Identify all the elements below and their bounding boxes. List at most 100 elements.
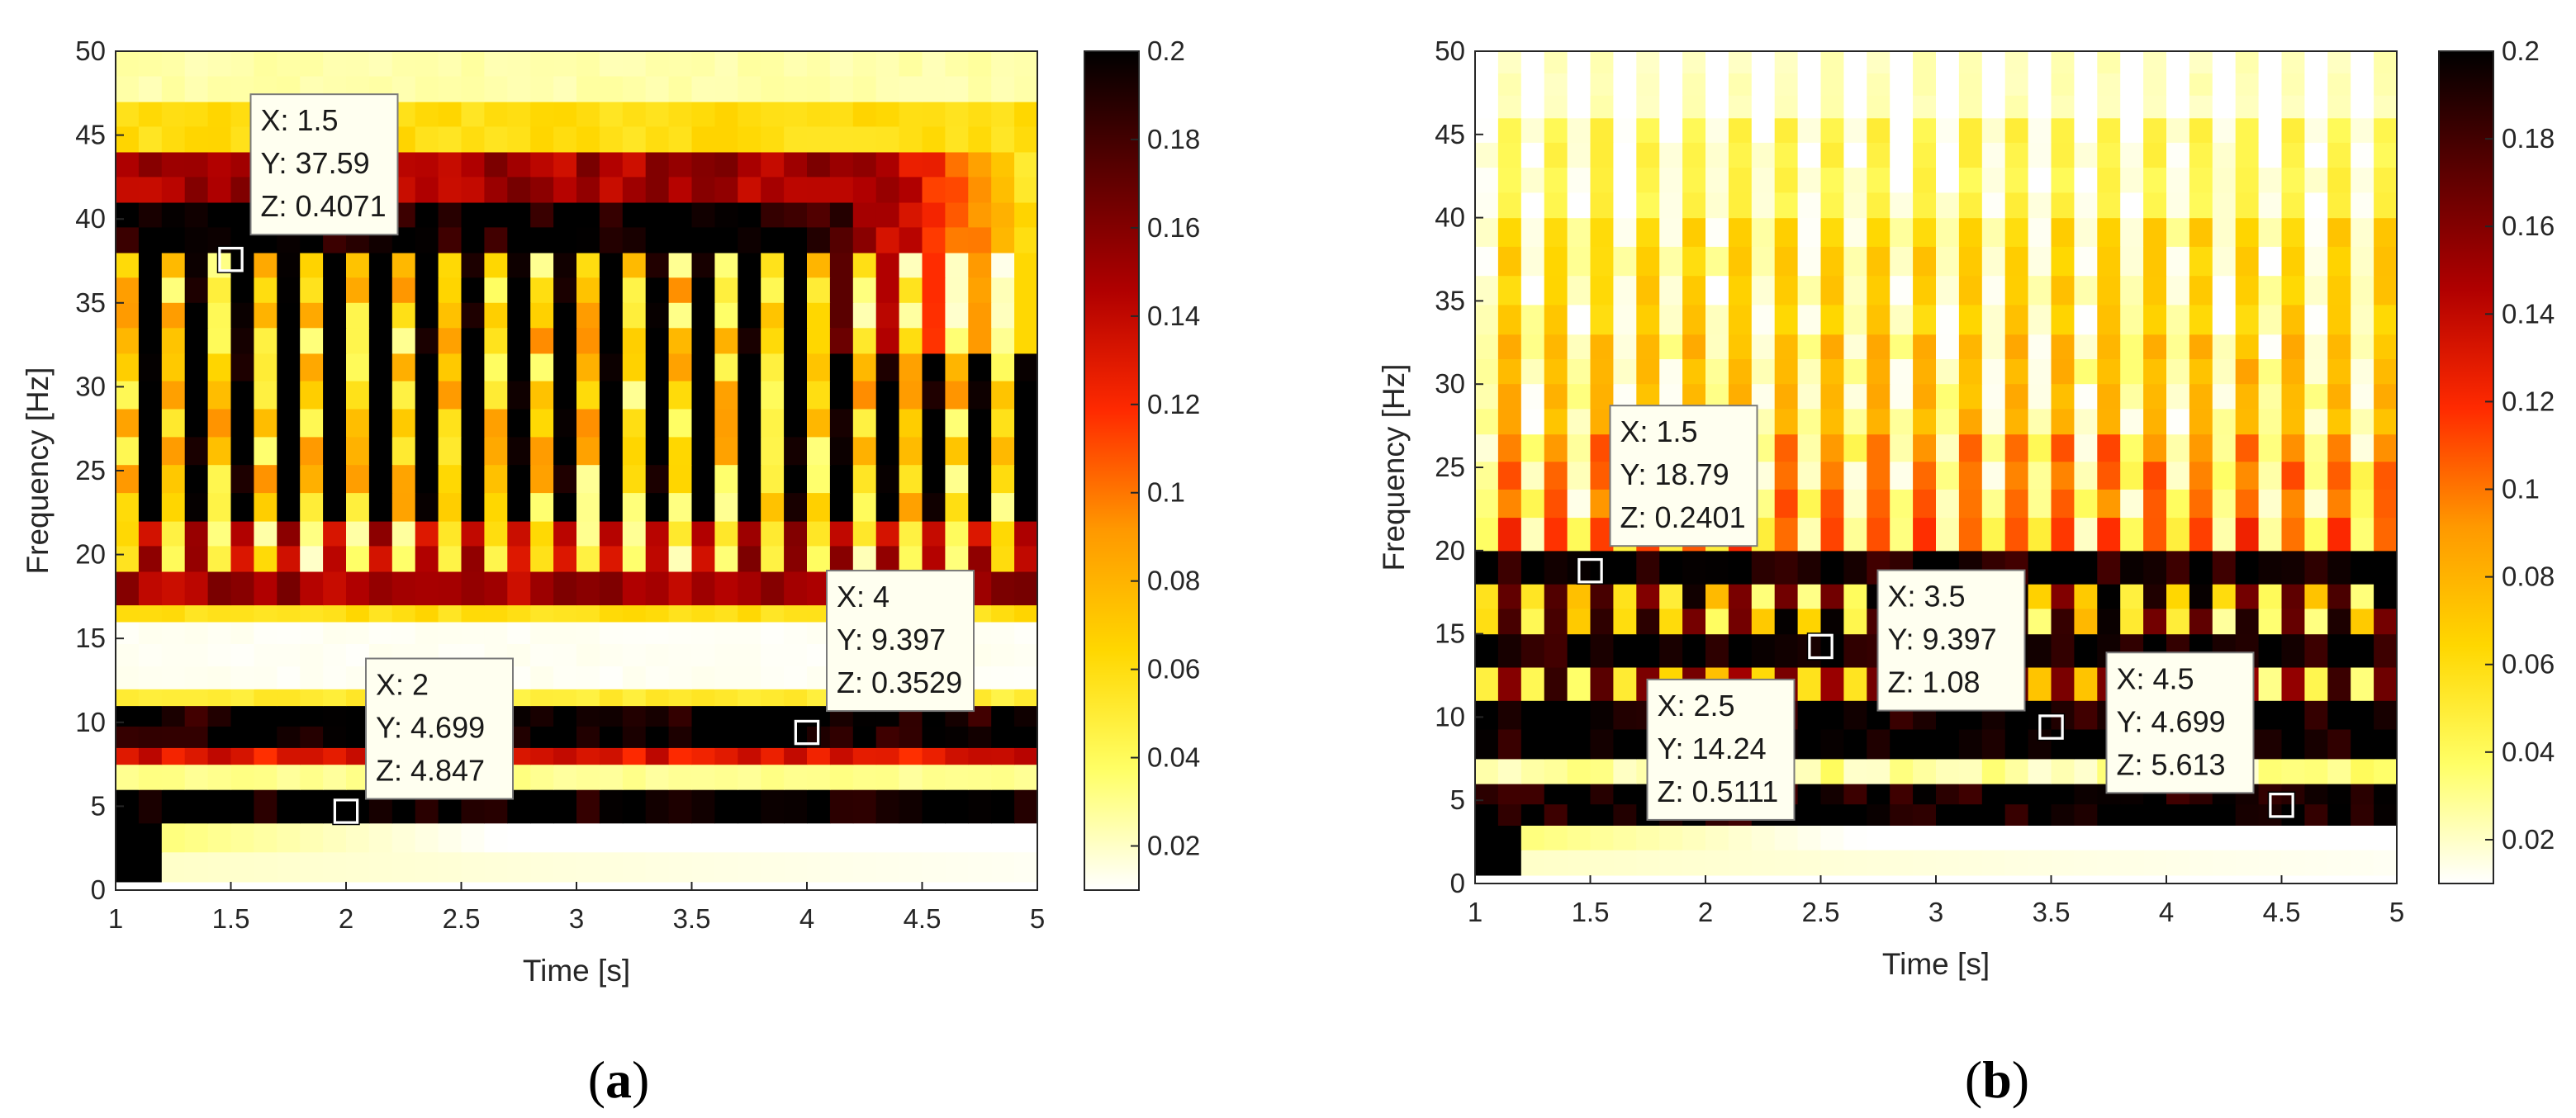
x-tick-label: 3 <box>569 903 584 934</box>
datatip-marker[interactable] <box>2268 792 2295 819</box>
heatmap-cell <box>1636 633 1660 668</box>
heatmap-cell <box>277 726 301 748</box>
heatmap-cell <box>576 852 600 883</box>
heatmap-cell <box>254 604 278 623</box>
heatmap-cell <box>368 604 393 623</box>
heatmap-cell <box>1890 246 1914 277</box>
heatmap-cell <box>300 604 324 623</box>
heatmap-cell <box>2074 305 2098 335</box>
heatmap-cell <box>2258 609 2283 635</box>
datatip-marker[interactable] <box>1807 632 1834 660</box>
heatmap-cell <box>1890 462 1914 490</box>
datatip-marker[interactable] <box>2038 713 2065 741</box>
heatmap-cell <box>668 227 693 253</box>
heatmap-cell <box>968 201 992 228</box>
heatmap-cell <box>1659 246 1683 277</box>
heatmap-cell <box>1843 700 1867 731</box>
datatip[interactable]: X: 2.5Y: 14.24Z: 0.5111 <box>1646 632 1835 821</box>
heatmap-cell <box>852 409 877 438</box>
heatmap-cell <box>138 822 163 853</box>
heatmap-cell <box>346 437 370 466</box>
heatmap-cell <box>784 252 808 278</box>
heatmap-cell <box>461 381 485 410</box>
heatmap-cell <box>138 747 163 765</box>
heatmap-cell <box>945 437 969 466</box>
heatmap-cell <box>2097 217 2121 248</box>
datatip-marker[interactable] <box>333 798 359 825</box>
heatmap-cell <box>2351 550 2374 585</box>
heatmap-cell <box>2120 489 2144 519</box>
heatmap-cell <box>2028 305 2052 335</box>
datatip-marker[interactable] <box>1577 557 1604 585</box>
heatmap-cell <box>714 493 738 522</box>
heatmap-cell <box>1590 584 1614 609</box>
heatmap-cell <box>277 277 301 304</box>
heatmap-cell <box>184 201 209 228</box>
heatmap-cell <box>761 789 785 824</box>
heatmap-cell <box>461 177 485 203</box>
heatmap-cell <box>1497 700 1522 731</box>
heatmap-cell <box>161 666 186 689</box>
heatmap-cell <box>184 277 209 304</box>
heatmap-cell <box>207 571 232 606</box>
heatmap-cell <box>138 177 163 203</box>
heatmap-cell <box>899 747 923 765</box>
y-tick-label: 0 <box>91 874 106 905</box>
datatip-marker[interactable] <box>217 246 244 273</box>
heatmap-cell <box>2374 784 2398 805</box>
heatmap-cell <box>1544 633 1568 668</box>
heatmap-cell <box>1913 51 1937 74</box>
heatmap-cell <box>968 747 992 765</box>
heatmap-cell <box>1751 117 1776 144</box>
heatmap-cell <box>922 764 946 790</box>
heatmap-cell <box>1843 142 1867 168</box>
heatmap-cell <box>852 252 877 278</box>
heatmap-cell <box>207 493 232 522</box>
x-tick-label: 4.5 <box>904 903 942 934</box>
heatmap-cell <box>254 789 278 824</box>
heatmap-cell <box>829 764 854 790</box>
heatmap-cell <box>484 381 508 410</box>
heatmap-cell <box>530 409 554 438</box>
heatmap-cell <box>1890 433 1914 462</box>
heatmap-cell <box>1981 850 2006 876</box>
heatmap-cell <box>1497 804 1522 826</box>
heatmap-cell <box>899 51 923 78</box>
heatmap-cell <box>1475 550 1499 585</box>
datatip[interactable]: X: 1.5Y: 37.59Z: 0.4071 <box>216 93 399 273</box>
heatmap-cell <box>254 328 278 354</box>
heatmap-cell <box>1913 117 1937 144</box>
heatmap-cell <box>1797 246 1822 277</box>
datatip-marker[interactable] <box>794 719 820 746</box>
heatmap-cell <box>207 302 232 329</box>
heatmap-cell <box>207 437 232 466</box>
heatmap-cell <box>184 302 209 329</box>
heatmap-cell <box>2028 192 2052 219</box>
heatmap-cell <box>254 764 278 790</box>
datatip[interactable]: X: 1.5Y: 18.79Z: 0.2401 <box>1576 405 1758 585</box>
heatmap-cell <box>599 493 624 522</box>
heatmap-cell <box>2189 142 2213 168</box>
heatmap-cell <box>484 151 508 178</box>
heatmap-cell <box>391 604 416 623</box>
heatmap-cell <box>1797 409 1822 435</box>
heatmap-cell <box>1820 758 1844 784</box>
heatmap-cell <box>2327 609 2351 635</box>
heatmap-cell <box>1867 217 1890 248</box>
heatmap-cell <box>530 521 554 547</box>
heatmap-cell <box>2235 462 2260 490</box>
heatmap-cell <box>852 102 877 128</box>
heatmap-cell <box>1613 51 1637 74</box>
heatmap-cell <box>530 227 554 253</box>
heatmap-cell <box>1751 850 1776 876</box>
heatmap-cell <box>1913 305 1937 335</box>
heatmap-cell <box>161 302 186 329</box>
heatmap-cell <box>852 277 877 304</box>
heatmap-cell <box>2028 825 2052 851</box>
heatmap-cell <box>391 465 416 494</box>
heatmap-cell <box>1958 117 1983 144</box>
